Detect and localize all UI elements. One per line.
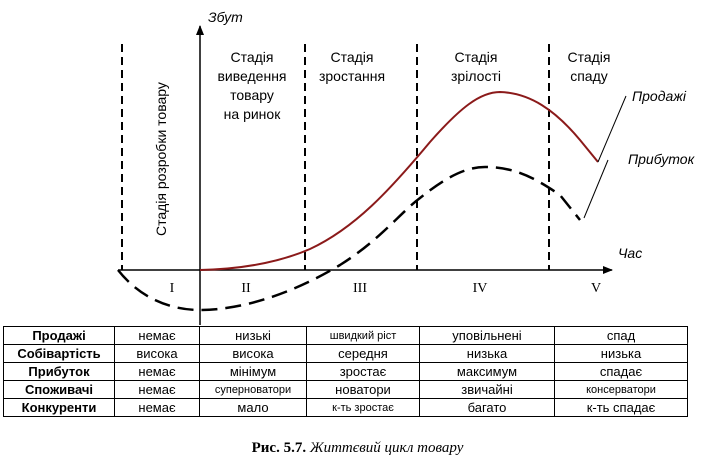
svg-text:Стадія: Стадія (454, 49, 497, 65)
table-row: Собівартість висока висока середня низька низ… (3, 344, 688, 363)
table-cell: низькі (199, 326, 307, 345)
table-cell: зростає (306, 362, 420, 381)
svg-text:виведення: виведення (217, 68, 286, 84)
table-cell: новатори (306, 380, 420, 399)
table-cell: уповільнені (419, 326, 555, 345)
svg-text:Стадія: Стадія (330, 49, 373, 65)
table-cell: немає (114, 398, 200, 417)
stage-introduction-label: Стадія виведення товару на ринок (217, 49, 286, 122)
table-cell: немає (114, 362, 200, 381)
sales-curve (199, 90, 599, 271)
y-axis-label: Збут (208, 9, 243, 25)
table-cell: низька (554, 344, 688, 363)
profit-legend-label: Прибуток (628, 151, 696, 167)
x-axis-label: Час (618, 245, 642, 261)
sales-leader-line (597, 95, 627, 163)
svg-text:на ринок: на ринок (224, 106, 282, 122)
table-cell: спад (554, 326, 688, 345)
table-cell: швидкий ріст (306, 326, 420, 345)
table-row: Продажі немає низькі швидкий ріст уповільнен… (3, 326, 688, 345)
table-cell: к-ть спадає (554, 398, 688, 417)
profit-curve (117, 165, 581, 312)
row-header: Прибуток (3, 362, 115, 381)
table-cell: низька (419, 344, 555, 363)
table-row: Споживачі немає суперноватори новатори звича… (3, 380, 688, 399)
table-cell: висока (114, 344, 200, 363)
stage-numeral-3: III (353, 281, 367, 296)
svg-text:зростання: зростання (319, 68, 385, 84)
svg-text:Стадія: Стадія (567, 49, 610, 65)
table-cell: багато (419, 398, 555, 417)
row-header: Собівартість (3, 344, 115, 363)
svg-text:Стадія: Стадія (230, 49, 273, 65)
caption-title: Життєвий цикл товару (309, 440, 464, 456)
table-cell: звичайні (419, 380, 555, 399)
svg-text:зрілості: зрілості (451, 68, 501, 84)
row-header: Продажі (3, 326, 115, 345)
table-cell: спадає (554, 362, 688, 381)
stage-numeral-1: I (170, 281, 175, 296)
row-header: Споживачі (3, 380, 115, 399)
table-cell: мінімум (199, 362, 307, 381)
stage-numeral-2: II (241, 281, 251, 296)
sales-legend-label: Продажі (632, 88, 687, 104)
table-cell: мало (199, 398, 307, 417)
stage-growth-label: Стадія зростання (319, 49, 385, 84)
svg-text:товару: товару (230, 87, 274, 103)
table-cell: висока (199, 344, 307, 363)
table-cell: середня (306, 344, 420, 363)
stage-development-label: Стадія розробки товару (153, 82, 169, 236)
caption-number: Рис. 5.7. (251, 440, 307, 456)
svg-text:спаду: спаду (570, 68, 608, 84)
table-cell: немає (114, 326, 200, 345)
product-lifecycle-diagram: Збут Час Стадія розробки товару Стадія в… (117, 9, 696, 325)
table-cell: консерватори (554, 380, 688, 399)
stage-numeral-4: IV (473, 281, 488, 296)
table-cell: суперноватори (199, 380, 307, 399)
table-cell: к-ть зростає (306, 398, 420, 417)
figure-caption: Рис. 5.7. Життєвий цикл товару (0, 440, 715, 457)
table-cell: максимум (419, 362, 555, 381)
lifecycle-characteristics-table: Продажі немає низькі швидкий ріст уповільнен… (3, 326, 688, 417)
profit-leader-line (583, 159, 609, 219)
stage-numeral-5: V (591, 281, 601, 296)
table-row: Прибуток немає мінімум зростає максимум спада… (3, 362, 688, 381)
table-cell: немає (114, 380, 200, 399)
table-row: Конкуренти немає мало к-ть зростає багато к-т… (3, 398, 688, 417)
stage-decline-label: Стадія спаду (567, 49, 610, 84)
row-header: Конкуренти (3, 398, 115, 417)
stage-maturity-label: Стадія зрілості (451, 49, 501, 84)
